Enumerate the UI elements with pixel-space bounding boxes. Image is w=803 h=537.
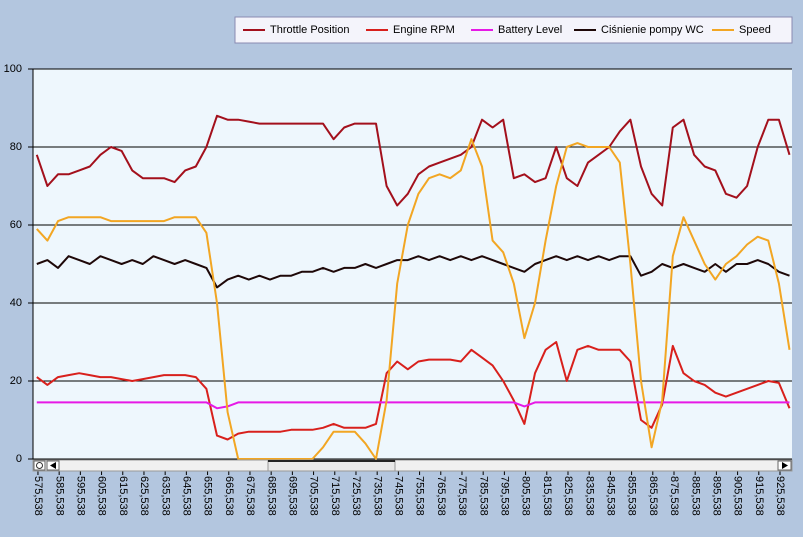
- x-tick-label: 725,538: [350, 476, 362, 516]
- x-tick-label: 885,538: [689, 476, 701, 516]
- x-tick-label: 665,538: [223, 476, 235, 516]
- x-tick-label: 925,538: [774, 476, 786, 516]
- x-tick-label: 905,538: [732, 476, 744, 516]
- x-tick-label: 845,538: [604, 476, 616, 516]
- series-line: [36, 138, 791, 460]
- x-tick-label: 675,538: [244, 476, 256, 516]
- x-tick-label: 895,538: [710, 476, 722, 516]
- x-tick-label: 615,538: [117, 476, 129, 516]
- x-tick-label: 705,538: [308, 476, 320, 516]
- x-tick-label: 915,538: [753, 476, 765, 516]
- x-tick-label: 815,538: [541, 476, 553, 516]
- series-line: [36, 341, 791, 441]
- x-tick-label: 645,538: [180, 476, 192, 516]
- series-line: [36, 255, 790, 289]
- x-tick-label: 865,538: [647, 476, 659, 516]
- legend-label: Throttle Position: [270, 24, 349, 36]
- x-tick-label: 605,538: [96, 476, 108, 516]
- y-tick-label: 100: [4, 63, 22, 75]
- x-tick-label: 805,538: [520, 476, 532, 516]
- x-tick-label: 635,538: [159, 476, 171, 516]
- x-tick-label: 755,538: [414, 476, 426, 516]
- x-tick-label: 695,538: [286, 476, 298, 516]
- x-tick-label: 775,538: [456, 476, 468, 516]
- x-tick-label: 715,538: [329, 476, 341, 516]
- scrollbar[interactable]: [32, 459, 793, 472]
- plot-area: [33, 69, 792, 459]
- x-tick-label: 765,538: [435, 476, 447, 516]
- x-tick-label: 785,538: [477, 476, 489, 516]
- right-arrow: [782, 462, 788, 469]
- x-tick-label: 855,538: [626, 476, 638, 516]
- x-tick-label: 685,538: [265, 476, 277, 516]
- x-tick-label: 795,538: [498, 476, 510, 516]
- x-tick-label: 875,538: [668, 476, 680, 516]
- zoom-icon: [36, 462, 43, 469]
- scroll-track[interactable]: [32, 459, 793, 472]
- x-tick-label: 585,538: [53, 476, 65, 516]
- legend-label: Engine RPM: [393, 24, 455, 36]
- x-tick-label: 655,538: [202, 476, 214, 516]
- series-line: [35, 114, 791, 207]
- x-tick-label: 595,538: [74, 476, 86, 516]
- y-tick-label: 60: [10, 219, 22, 231]
- y-tick-label: 40: [10, 297, 22, 309]
- legend-label: Ciśnienie pompy WC: [601, 24, 704, 36]
- x-tick-label: 825,538: [562, 476, 574, 516]
- x-tick-label: 835,538: [583, 476, 595, 516]
- y-tick-label: 0: [16, 453, 22, 465]
- x-tick-label: 625,538: [138, 476, 150, 516]
- legend-label: Speed: [739, 24, 771, 36]
- x-tick-label: 575,538: [32, 476, 44, 516]
- y-tick-label: 20: [10, 375, 22, 387]
- zoom-reset-button[interactable]: [33, 460, 46, 471]
- x-tick-label: 735,538: [371, 476, 383, 516]
- legend-box: [234, 16, 793, 44]
- left-arrow: [50, 462, 56, 469]
- legend: Throttle Position Engine RPM Battery Level…: [234, 16, 793, 44]
- series-line: [36, 401, 790, 410]
- legend-label: Battery Level: [498, 24, 562, 36]
- y-tick-label: 80: [10, 141, 22, 153]
- x-tick-label: 745,538: [392, 476, 404, 516]
